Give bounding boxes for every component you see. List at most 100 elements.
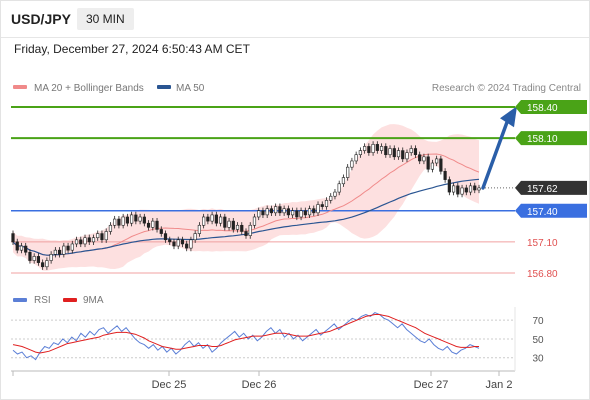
candle [346, 164, 350, 181]
x-axis-ticks: Dec 25 Dec 26 Dec 27 Jan 2 [12, 371, 512, 391]
candle [354, 151, 358, 165]
candle [456, 182, 460, 198]
candle [350, 157, 354, 171]
candle [125, 213, 129, 227]
level-label-support: 156.80 [527, 269, 558, 280]
level-label-pivot: 157.40 [527, 207, 558, 218]
candle [91, 234, 96, 245]
candle [100, 230, 104, 243]
candle [70, 240, 74, 254]
rsi-tick-label: 70 [532, 316, 544, 327]
legend-swatch-ma20 [13, 85, 27, 89]
candle [142, 213, 146, 227]
chart-datetime: Friday, December 27, 2024 6:50:43 AM CET [14, 42, 250, 56]
candle [282, 205, 286, 216]
legend-label-rsi: RSI [34, 295, 51, 306]
candle [274, 203, 278, 216]
candle [202, 213, 206, 229]
candle [155, 218, 159, 233]
candle [151, 218, 155, 231]
candle [286, 205, 290, 219]
candle [28, 249, 32, 264]
candle [223, 213, 227, 231]
candle [379, 143, 384, 154]
candle [15, 238, 19, 254]
candle [375, 141, 379, 154]
candle [163, 230, 168, 243]
legend: MA 20 + Bollinger Bands MA 50 Research ©… [13, 83, 581, 94]
candle [19, 242, 24, 254]
rsi-legend: RSI 9MA [13, 295, 104, 306]
candle [121, 213, 125, 229]
candle [210, 211, 214, 225]
candle [451, 182, 456, 196]
level-label-last: 157.62 [527, 184, 558, 195]
forecast-arrow [481, 106, 517, 190]
level-label-resistance: 158.10 [527, 134, 558, 145]
bollinger-bands [13, 124, 479, 271]
forecast-arrow-shaft [481, 120, 509, 190]
x-tick-label: Dec 26 [242, 379, 277, 391]
candle [172, 238, 176, 250]
candle [341, 174, 346, 187]
candle [333, 188, 337, 200]
candle [295, 207, 299, 221]
candle [464, 184, 468, 196]
candle [168, 236, 172, 245]
legend-swatch-ma50 [157, 85, 171, 89]
rsi-line [12, 312, 480, 361]
level-tag-pivot [515, 203, 587, 218]
candle [45, 257, 49, 270]
candle [392, 145, 396, 160]
legend-swatch-rsi [13, 298, 27, 302]
candle [418, 151, 422, 165]
candle [337, 180, 341, 196]
candle [299, 207, 303, 221]
candle [193, 230, 197, 243]
candle [218, 213, 223, 227]
candle [130, 211, 134, 227]
candle [384, 143, 388, 158]
candle [248, 222, 252, 239]
candle [265, 205, 269, 219]
candle [79, 236, 83, 248]
candle [108, 222, 113, 235]
rsi-tick-label: 50 [532, 335, 544, 346]
candle [206, 213, 210, 225]
candle [396, 147, 401, 160]
candle [413, 145, 418, 158]
legend-swatch-rsi-ma [63, 298, 77, 302]
candle [460, 184, 464, 198]
candle [32, 253, 36, 264]
candle [447, 176, 451, 196]
level-tag-last [515, 180, 587, 195]
candle [104, 228, 108, 243]
level-tag-resistance [515, 100, 587, 114]
candle [257, 207, 261, 221]
candle [278, 203, 282, 216]
candle [189, 236, 193, 252]
candle [36, 253, 41, 266]
rsi-panel: 70 50 30 [11, 312, 544, 365]
candle [443, 168, 447, 183]
chart-header: USD/JPY 30 MIN [1, 1, 589, 38]
candle [401, 147, 405, 162]
candle [41, 259, 45, 270]
candle [473, 182, 477, 194]
candle [96, 230, 100, 241]
candle [320, 201, 324, 210]
candle [53, 247, 57, 258]
candle [290, 207, 295, 219]
candle [409, 145, 413, 156]
candle [214, 211, 218, 227]
bollinger-band-fill [13, 124, 479, 271]
candle [477, 184, 481, 194]
candle [83, 234, 87, 248]
candle [435, 155, 439, 167]
candle [113, 215, 117, 229]
candle [405, 149, 409, 162]
candle [66, 242, 70, 254]
timeframe-button[interactable]: 30 MIN [77, 8, 134, 30]
